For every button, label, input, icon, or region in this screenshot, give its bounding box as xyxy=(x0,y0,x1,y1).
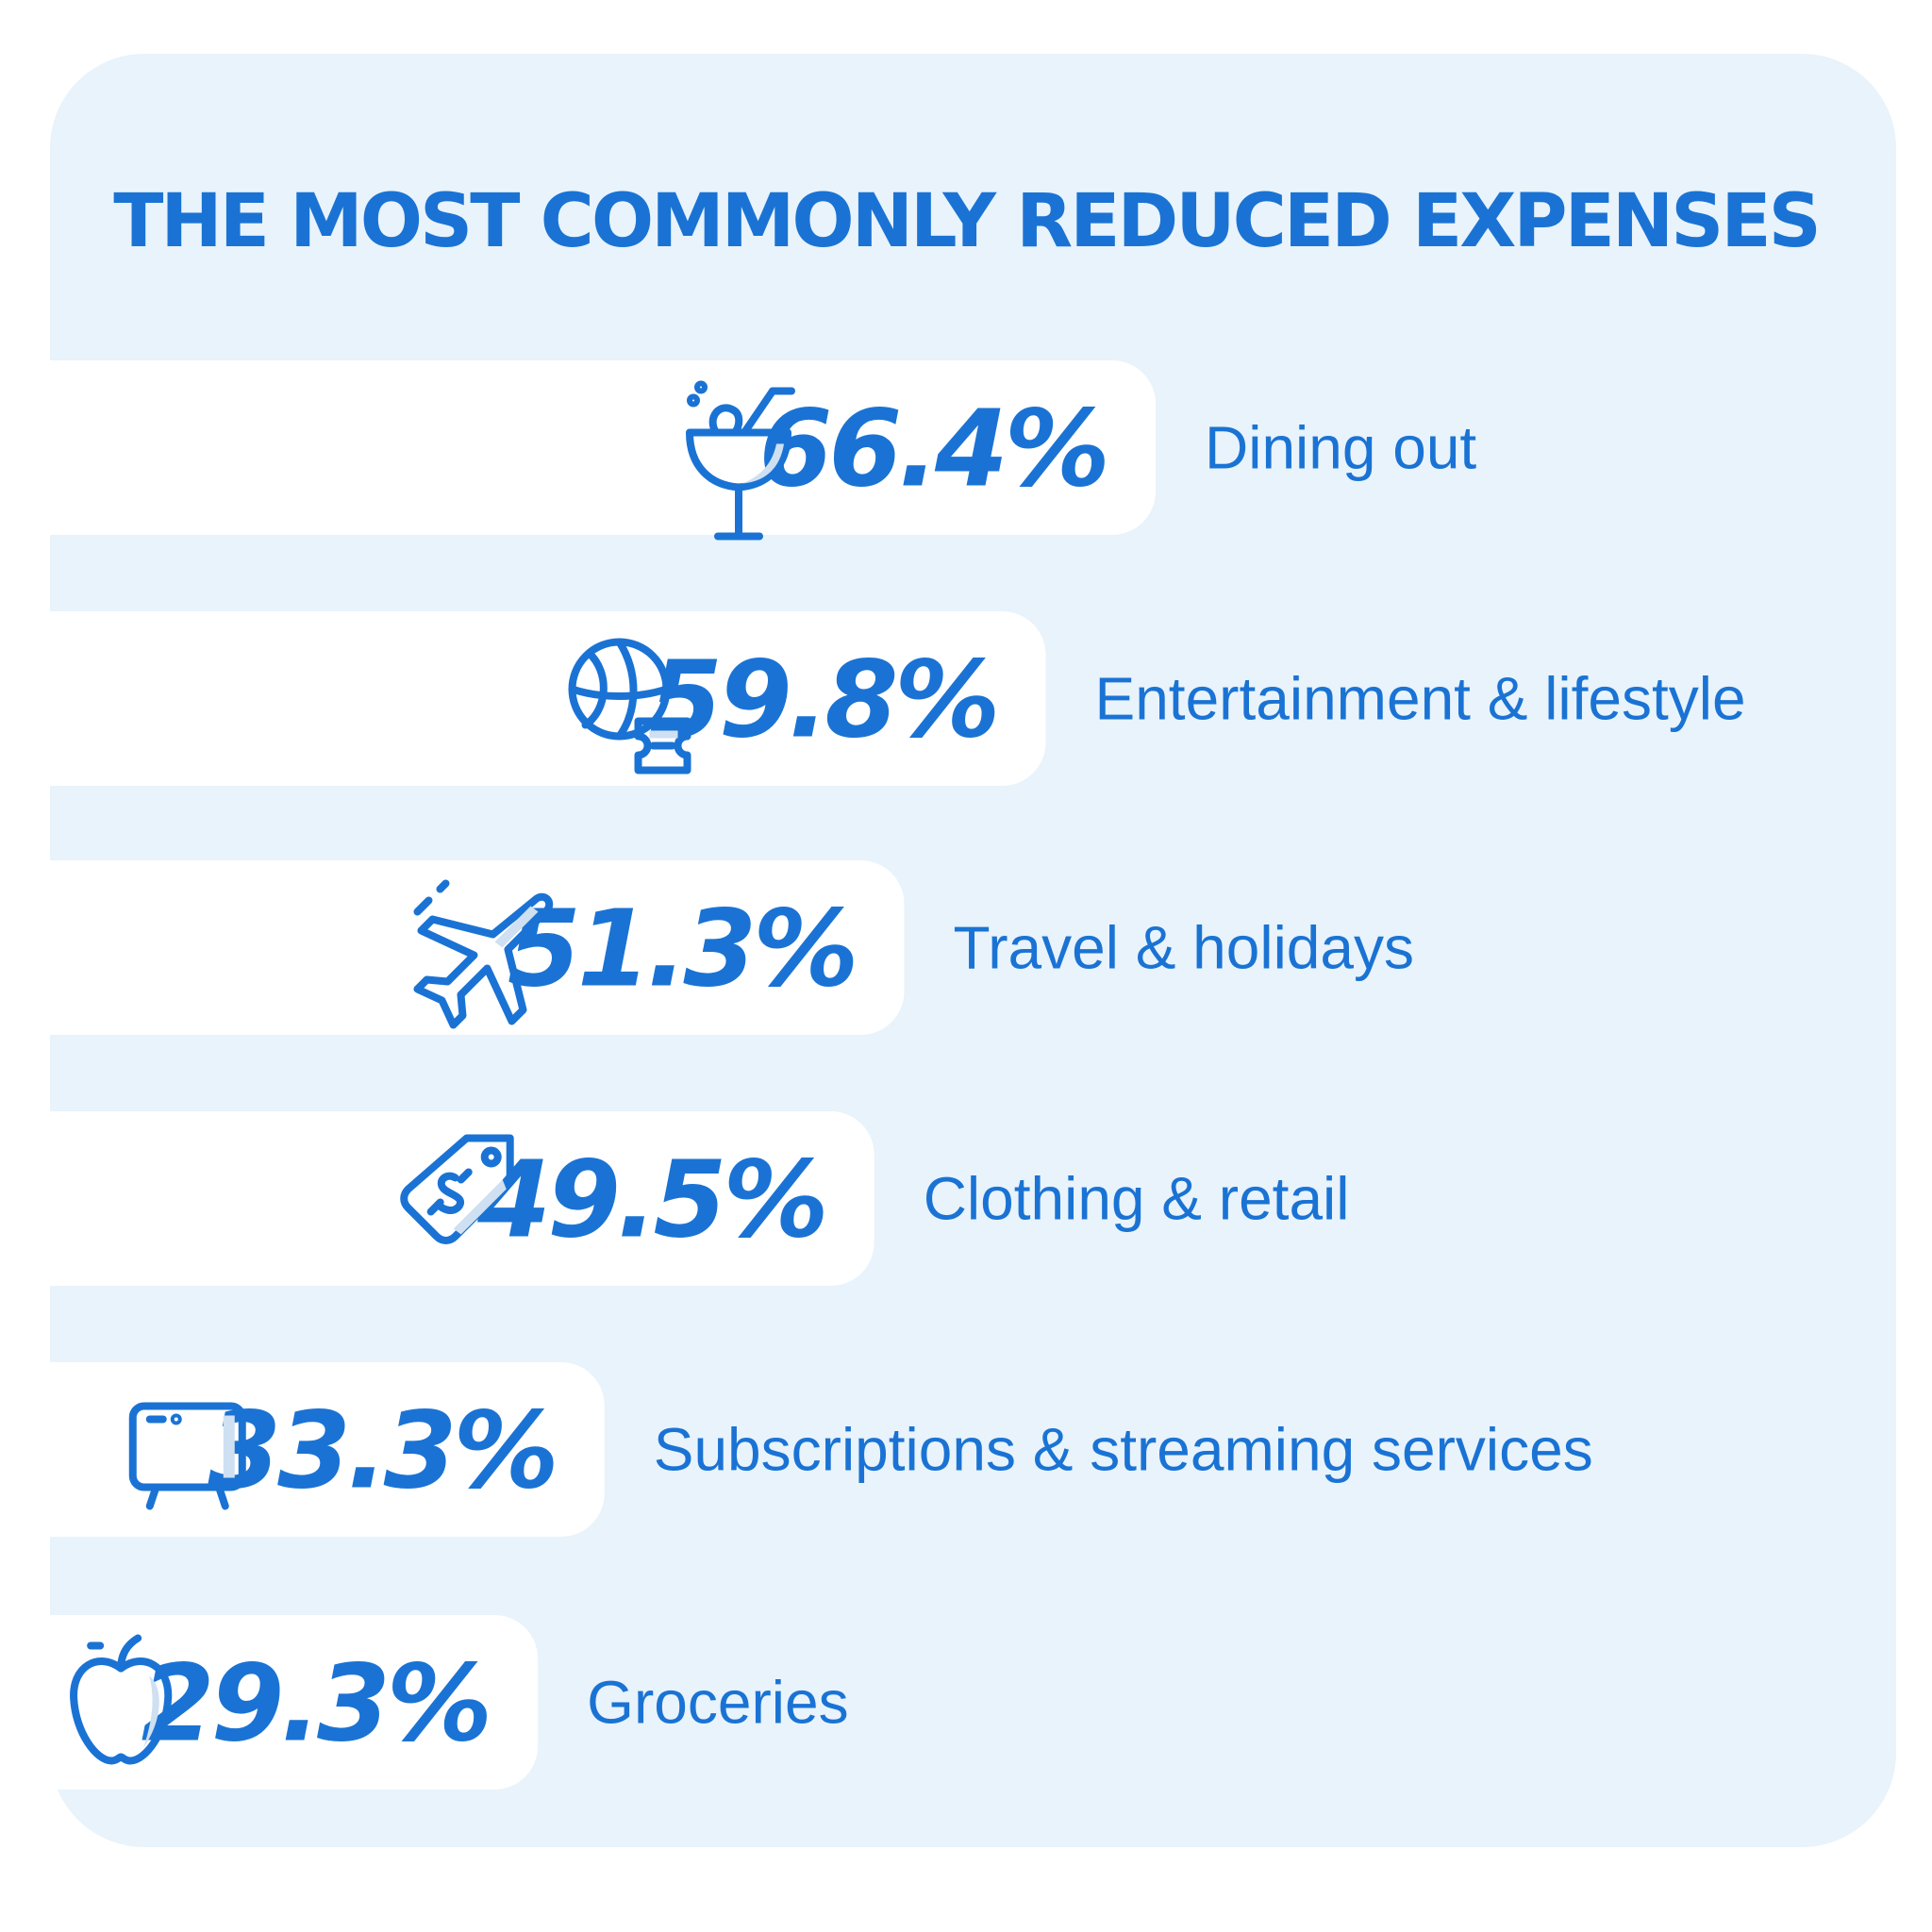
category-label: Clothing & retail xyxy=(924,1165,1350,1233)
value-label: 33.3% xyxy=(208,1391,556,1513)
value-label: 66.4% xyxy=(758,389,1107,511)
category-label: Travel & holidays xyxy=(953,914,1413,982)
bar-dining-out xyxy=(0,360,1156,535)
value-label: 51.3% xyxy=(508,889,856,1011)
category-label: Entertainment & lifestyle xyxy=(1095,665,1746,733)
bar-entertainment-lifestyle xyxy=(0,611,1046,786)
price-tag-icon xyxy=(400,1134,514,1244)
cocktail-icon xyxy=(686,380,795,541)
chart-title: THE MOST COMMONLY REDUCED EXPENSES xyxy=(113,179,1822,264)
value-label: 29.3% xyxy=(142,1643,490,1766)
category-label: Groceries xyxy=(587,1669,848,1737)
value-label: 59.8% xyxy=(649,640,997,762)
category-label: Subscriptions & streaming services xyxy=(654,1416,1593,1484)
ball-ticket-icon xyxy=(568,638,691,774)
category-label: Dining out xyxy=(1205,414,1476,482)
airplane-icon xyxy=(413,879,554,1029)
bar-clothing-retail xyxy=(0,1111,874,1286)
value-label: 49.5% xyxy=(476,1140,825,1262)
tv-icon xyxy=(128,1402,246,1510)
apple-icon xyxy=(70,1634,173,1765)
